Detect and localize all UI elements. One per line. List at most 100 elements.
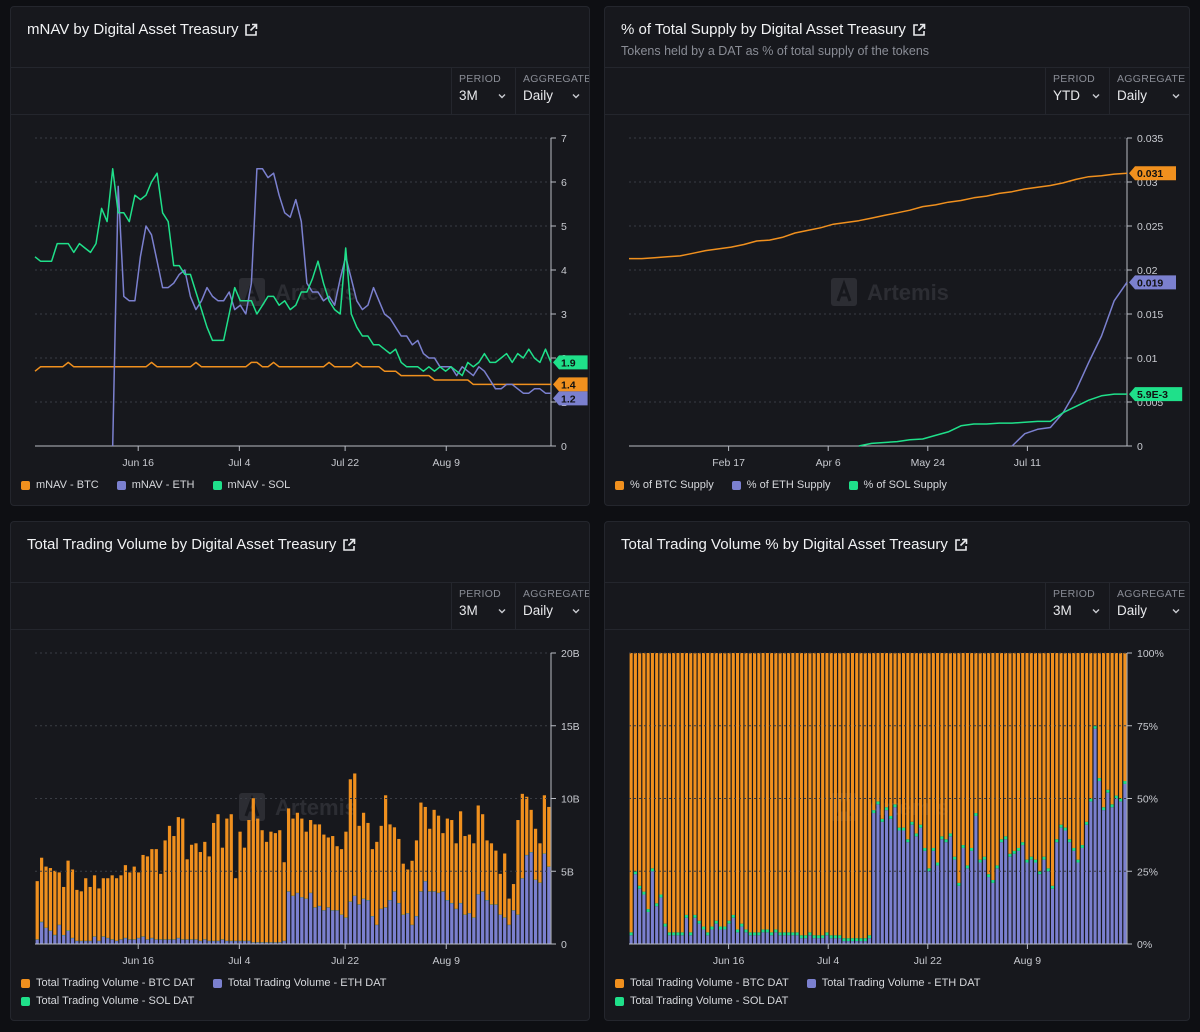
bar-segment	[525, 855, 529, 944]
legend-item-eth[interactable]: mNAV - ETH	[116, 479, 195, 491]
bar-segment	[753, 932, 757, 936]
bar-segment	[538, 843, 542, 883]
legend-item-btc[interactable]: mNAV - BTC	[21, 479, 99, 491]
external-link-icon[interactable]	[954, 538, 968, 552]
bar-segment	[753, 653, 757, 933]
bar-segment	[48, 868, 53, 931]
bar-segment	[816, 653, 820, 936]
bar-segment	[1042, 653, 1046, 857]
legend-item-sol[interactable]: Total Trading Volume - SOL DAT	[21, 995, 194, 1007]
supply-panel: % of Total Supply by Digital Asset Treas…	[604, 6, 1190, 506]
y-tick-label: 5B	[561, 866, 574, 878]
bar-segment	[914, 833, 918, 837]
bar-segment	[489, 904, 494, 944]
x-tick-label: Jul 22	[914, 955, 942, 967]
bar-segment	[825, 653, 829, 933]
bar-segment	[313, 824, 317, 908]
aggregate-select[interactable]: AGGREGATE Daily	[1109, 583, 1189, 629]
bar-segment	[731, 917, 735, 944]
bar-segment	[1021, 842, 1025, 846]
bar-segment	[128, 872, 132, 940]
bar-segment	[92, 875, 97, 937]
bar-segment	[353, 895, 357, 944]
legend-item-eth[interactable]: Total Trading Volume - ETH DAT	[212, 977, 387, 989]
bar-segment	[114, 878, 119, 941]
bar-segment	[1093, 653, 1097, 726]
legend-item-btc[interactable]: Total Trading Volume - BTC DAT	[21, 977, 195, 989]
bar-segment	[410, 860, 414, 925]
period-select[interactable]: PERIOD 3M	[1045, 583, 1111, 629]
period-select[interactable]: PERIOD 3M	[451, 68, 517, 114]
bar-segment	[812, 653, 816, 936]
chevron-down-icon	[1092, 608, 1100, 613]
legend-item-btc[interactable]: Total Trading Volume - BTC DAT	[615, 977, 789, 989]
external-link-icon[interactable]	[912, 23, 926, 37]
aggregate-value: Daily	[1117, 603, 1148, 618]
bar-segment	[375, 925, 379, 944]
bar-segment	[982, 859, 986, 944]
bar-segment	[242, 941, 247, 944]
bar-segment	[1068, 842, 1072, 944]
aggregate-select[interactable]: AGGREGATE Daily	[515, 68, 589, 114]
panel-title-text: Total Trading Volume by Digital Asset Tr…	[27, 536, 337, 553]
bar-segment	[97, 888, 101, 941]
bar-segment	[650, 871, 654, 944]
bar-segment	[207, 856, 211, 941]
bar-segment	[808, 932, 812, 936]
bar-segment	[795, 932, 799, 936]
bar-segment	[1055, 839, 1059, 843]
bar-segment	[825, 932, 829, 936]
end-label-text: 0.031	[1137, 168, 1163, 180]
bar-segment	[419, 891, 423, 944]
bar-segment	[181, 818, 185, 940]
bar-segment	[1025, 653, 1029, 860]
legend-item-btc[interactable]: % of BTC Supply	[615, 479, 714, 491]
bar-segment	[198, 941, 202, 944]
bar-segment	[234, 878, 238, 941]
external-link-icon[interactable]	[244, 23, 258, 37]
bar-segment	[1089, 798, 1093, 802]
bar-segment	[718, 653, 723, 927]
period-select[interactable]: PERIOD YTD	[1045, 68, 1111, 114]
volume-panel: Total Trading Volume by Digital Asset Tr…	[10, 521, 590, 1021]
bar-segment	[655, 906, 659, 944]
bar-segment	[833, 653, 837, 936]
bar-segment	[220, 939, 225, 944]
series-line-2	[34, 168, 552, 377]
legend-item-eth[interactable]: Total Trading Volume - ETH DAT	[806, 977, 981, 989]
bar-segment	[953, 859, 957, 944]
aggregate-select[interactable]: AGGREGATE Daily	[515, 583, 589, 629]
bar-segment	[863, 938, 867, 942]
bar-segment	[714, 923, 718, 944]
bar-segment	[731, 914, 735, 918]
bar-segment	[137, 872, 141, 938]
bar-segment	[432, 891, 436, 944]
period-select[interactable]: PERIOD 3M	[451, 583, 517, 629]
legend-item-sol[interactable]: mNAV - SOL	[212, 479, 290, 491]
bar-segment	[529, 852, 533, 944]
legend-item-sol[interactable]: % of SOL Supply	[848, 479, 947, 491]
bar-segment	[511, 884, 516, 911]
legend-item-eth[interactable]: % of ETH Supply	[731, 479, 831, 491]
bar-segment	[629, 653, 633, 933]
bar-segment	[804, 938, 808, 944]
bar-segment	[326, 907, 330, 945]
aggregate-label: AGGREGATE	[1117, 588, 1186, 600]
bar-segment	[339, 914, 344, 944]
bar-segment	[348, 779, 352, 902]
period-value: YTD	[1053, 88, 1080, 103]
bar-segment	[774, 929, 778, 933]
legend-item-sol[interactable]: Total Trading Volume - SOL DAT	[615, 995, 788, 1007]
aggregate-select[interactable]: AGGREGATE Daily	[1109, 68, 1189, 114]
bar-segment	[441, 891, 445, 944]
external-link-icon[interactable]	[342, 538, 356, 552]
bar-segment	[163, 840, 167, 940]
bar-segment	[256, 942, 260, 945]
bar-segment	[740, 923, 744, 927]
bar-segment	[406, 913, 410, 944]
legend-swatch	[615, 480, 624, 490]
bar-segment	[542, 795, 546, 854]
bar-segment	[401, 914, 405, 944]
bar-segment	[1033, 859, 1038, 863]
bar-segment	[353, 773, 357, 896]
